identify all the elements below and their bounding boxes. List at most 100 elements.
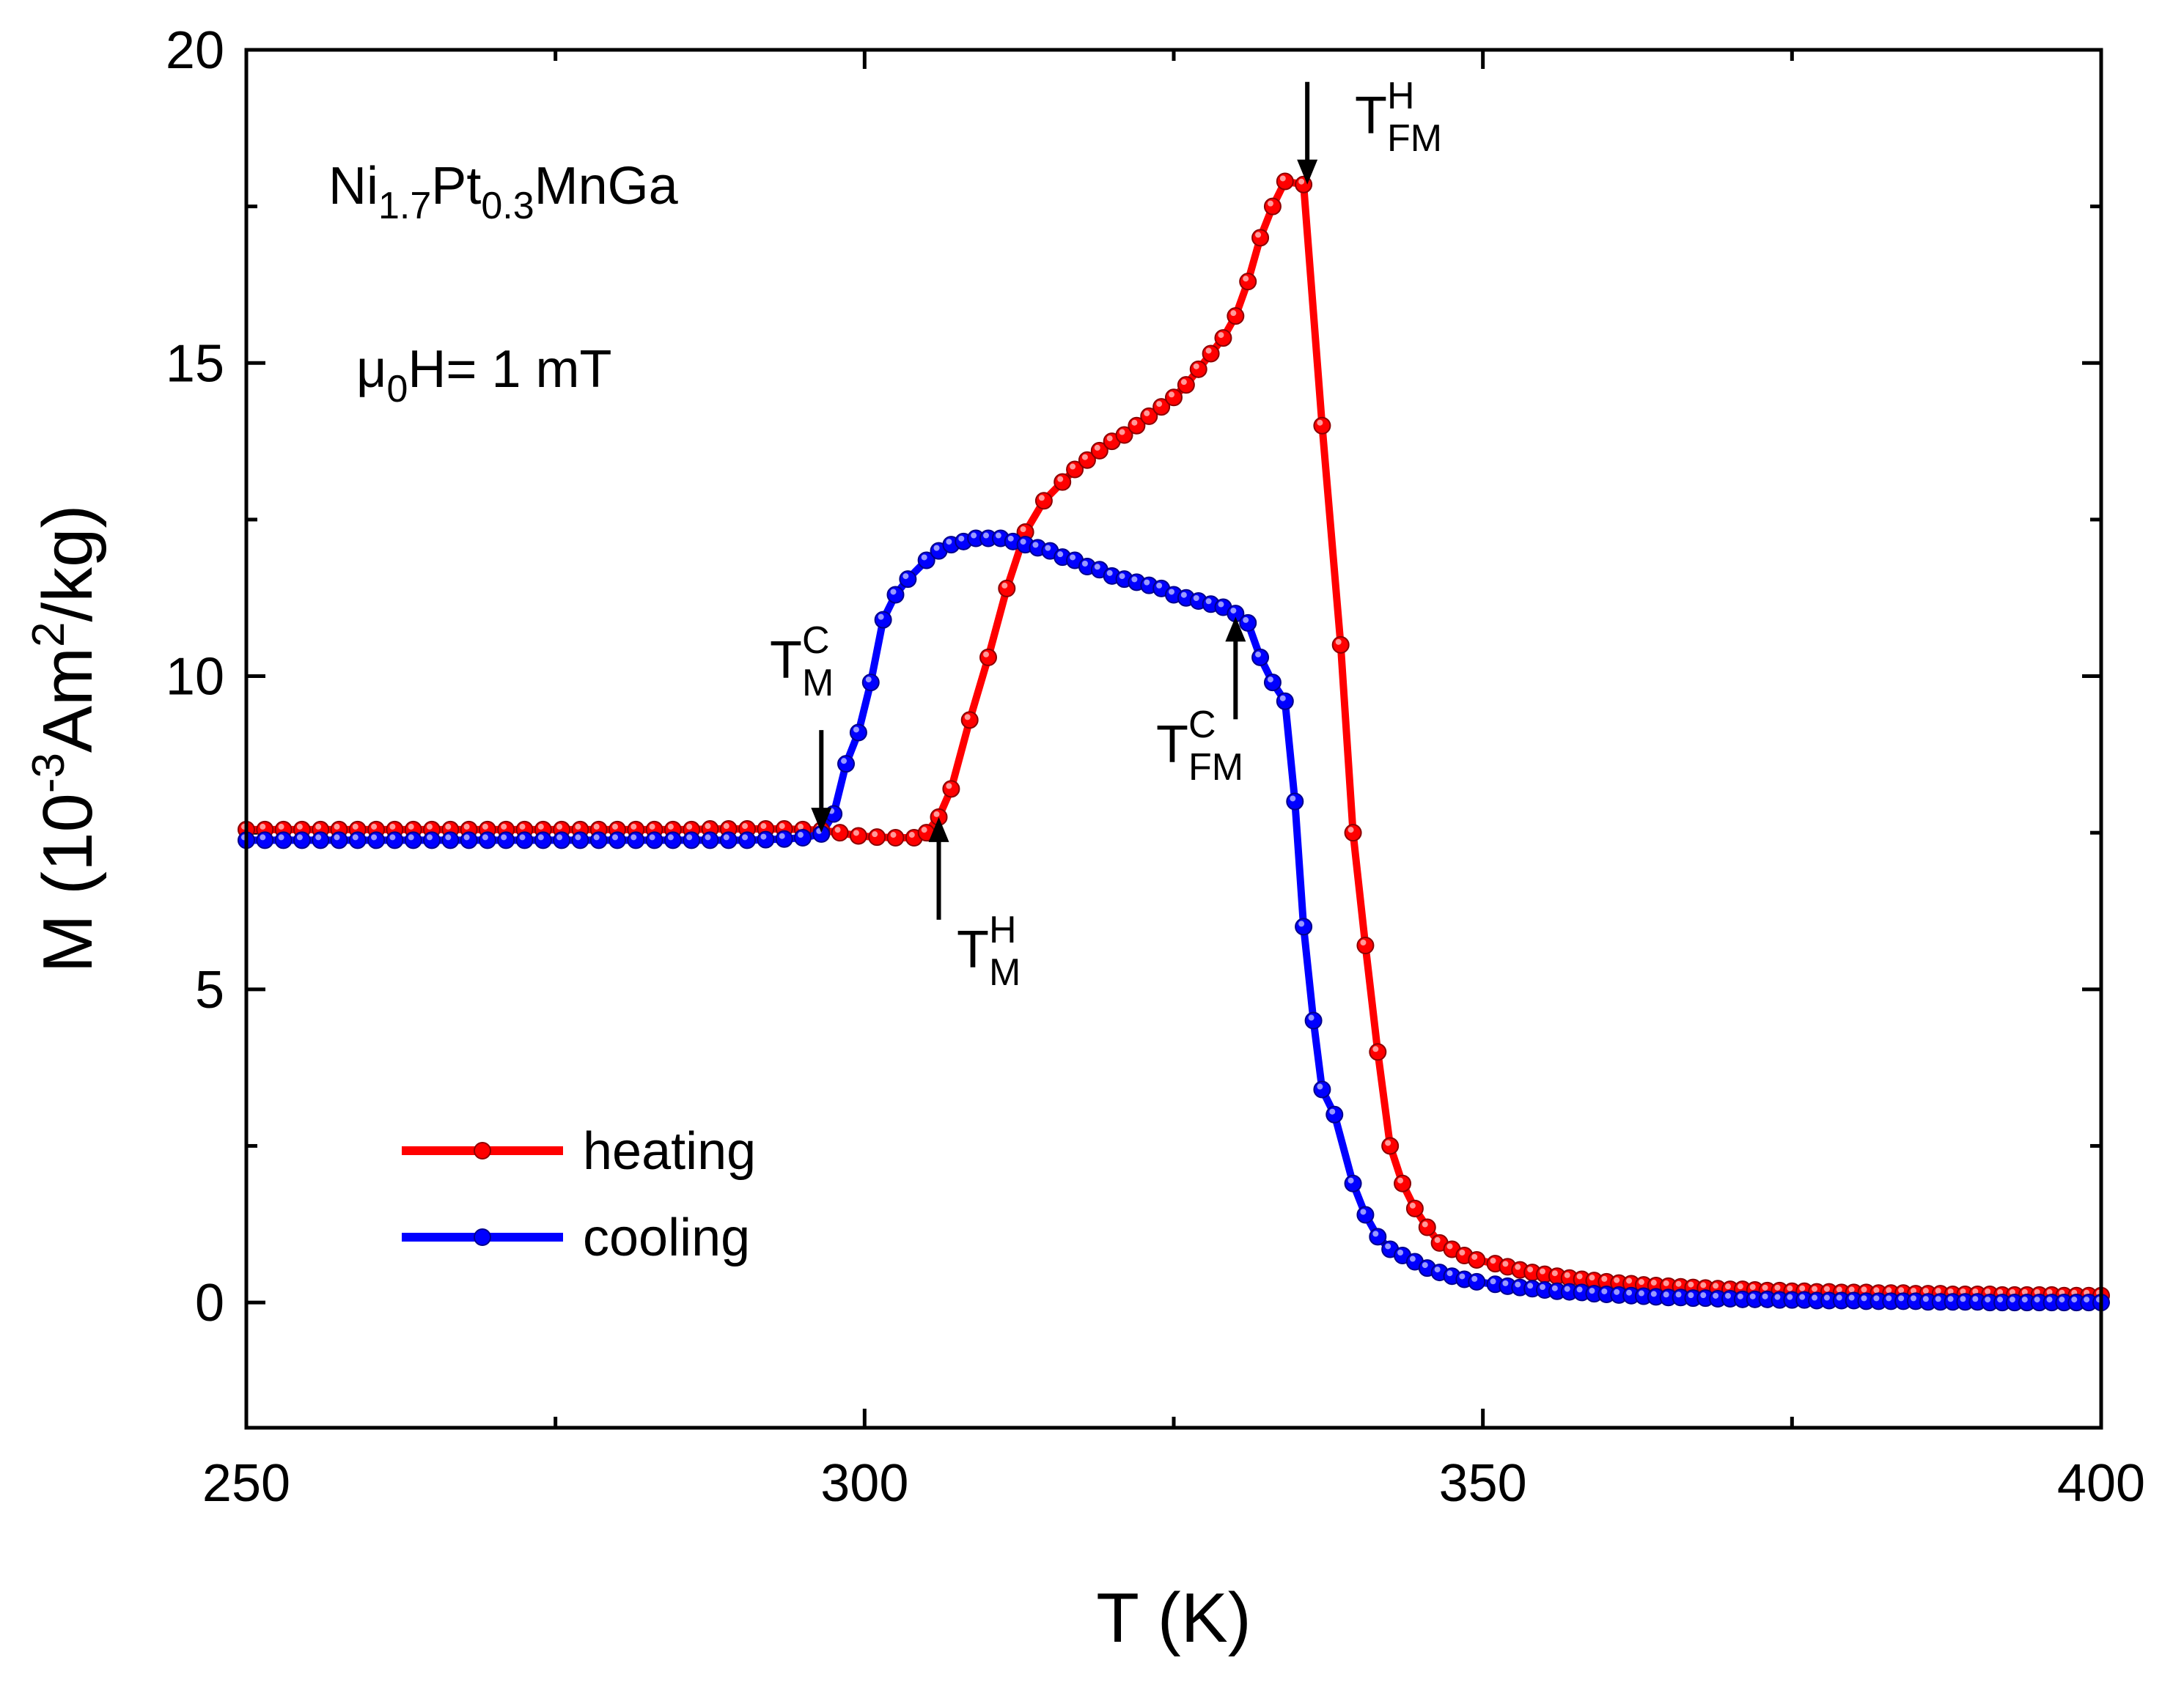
data-point-cooling: [1326, 1105, 1344, 1124]
data-point-highlight: [1713, 1292, 1719, 1299]
data-point-highlight: [649, 834, 655, 841]
data-point-highlight: [1106, 435, 1113, 442]
data-point-cooling: [663, 831, 682, 849]
data-point-cooling: [1313, 1080, 1331, 1099]
data-point-heating: [1468, 1250, 1486, 1269]
data-point-highlight: [315, 834, 322, 841]
data-point-highlight: [1997, 1288, 2004, 1295]
data-point-highlight: [1675, 1291, 1682, 1298]
marker-sub: FM: [1387, 117, 1442, 160]
data-point-highlight: [2071, 1297, 2078, 1303]
data-point-highlight: [1886, 1295, 1892, 1302]
data-point-highlight: [556, 834, 563, 841]
data-point-highlight: [921, 554, 927, 561]
marker-sup: C: [1188, 704, 1216, 746]
y-tick-label: 10: [166, 648, 224, 707]
data-point-highlight: [1446, 1270, 1453, 1277]
marker-sup: C: [802, 619, 830, 662]
data-point-highlight: [630, 823, 637, 830]
data-point-highlight: [1762, 1284, 1768, 1291]
data-point-highlight: [1972, 1288, 1979, 1294]
field-label: μ0H= 1 mT: [356, 340, 611, 410]
data-point-highlight: [890, 589, 897, 595]
data-point-cooling: [1286, 792, 1304, 811]
data-point-highlight: [1434, 1266, 1441, 1273]
data-point-highlight: [408, 834, 414, 841]
data-point-highlight: [2059, 1297, 2065, 1303]
data-point-highlight: [971, 532, 977, 539]
data-point-highlight: [1459, 1250, 1466, 1256]
data-point-highlight: [1663, 1291, 1669, 1298]
data-point-heating: [942, 780, 960, 798]
y-tick-label: 0: [195, 1274, 224, 1332]
data-point-cooling: [256, 831, 274, 849]
data-point-highlight: [1243, 276, 1249, 282]
marker-sup: H: [989, 909, 1017, 951]
data-point-highlight: [1911, 1295, 1916, 1302]
data-point-highlight: [427, 823, 433, 830]
data-point-highlight: [995, 532, 1001, 539]
data-point-highlight: [519, 823, 526, 830]
data-point-highlight: [1081, 561, 1088, 567]
data-point-highlight: [1385, 1140, 1391, 1146]
data-point-heating: [1202, 344, 1220, 363]
data-point-highlight: [1861, 1295, 1867, 1302]
data-point-highlight: [296, 834, 303, 841]
compound-part: Ni: [328, 157, 378, 215]
data-point-highlight: [519, 834, 526, 841]
data-point-highlight: [1230, 310, 1237, 317]
data-point-cooling: [861, 674, 880, 692]
arrow-head: [928, 816, 949, 842]
data-point-highlight: [1070, 554, 1076, 561]
legend-marker-heating: [474, 1142, 491, 1159]
data-point-highlight: [1848, 1294, 1855, 1301]
data-point-heating: [868, 828, 886, 847]
data-point-highlight: [1650, 1291, 1657, 1297]
data-point-highlight: [1385, 1243, 1391, 1250]
data-point-cooling: [849, 723, 867, 742]
y-tick-label: 5: [195, 961, 224, 1020]
compound-part: MnGa: [534, 157, 679, 215]
data-point-cooling: [460, 831, 478, 849]
data-point-highlight: [933, 545, 940, 551]
data-point-cooling: [553, 831, 571, 849]
data-point-heating: [1331, 635, 1350, 654]
data-point-highlight: [278, 834, 284, 841]
marker-t-m-h: TH M: [928, 816, 1021, 994]
data-point-highlight: [865, 676, 872, 683]
data-point-highlight: [315, 823, 322, 830]
legend-item-cooling: cooling: [402, 1209, 750, 1267]
data-point-highlight: [334, 823, 340, 830]
data-point-cooling: [497, 831, 515, 849]
data-point-heating: [1344, 824, 1362, 842]
data-point-highlight: [1700, 1292, 1707, 1299]
y-axis-label-part: M (10: [29, 793, 107, 973]
arrow-head: [811, 808, 832, 833]
data-point-cooling: [1304, 1011, 1323, 1030]
data-point-highlight: [1279, 695, 1286, 701]
data-point-heating: [1251, 229, 1270, 247]
data-point-highlight: [427, 834, 433, 841]
data-point-highlight: [1218, 332, 1224, 339]
data-point-cooling: [404, 831, 422, 849]
data-point-highlight: [2084, 1297, 2090, 1303]
data-point-highlight: [1749, 1284, 1756, 1290]
data-point-cooling: [608, 831, 626, 849]
data-point-cooling: [837, 755, 856, 773]
x-tick-label: 400: [2057, 1454, 2145, 1513]
data-point-highlight: [537, 823, 544, 830]
data-point-heating: [1356, 937, 1375, 954]
y-axis-label: M (10-3Am2/kg): [23, 504, 107, 973]
data-point-highlight: [1298, 921, 1305, 927]
data-point-highlight: [1626, 1277, 1633, 1284]
data-point-highlight: [933, 811, 940, 817]
y-axis-label-exp: 2: [23, 622, 74, 647]
x-tick-label: 350: [1439, 1454, 1527, 1513]
data-point-highlight: [1131, 576, 1138, 583]
data-point-highlight: [1502, 1280, 1509, 1286]
data-point-highlight: [1515, 1264, 1521, 1270]
x-axis-label: T (K): [1096, 1579, 1251, 1657]
data-point-cooling: [478, 831, 496, 849]
data-point-highlight: [1038, 495, 1045, 501]
